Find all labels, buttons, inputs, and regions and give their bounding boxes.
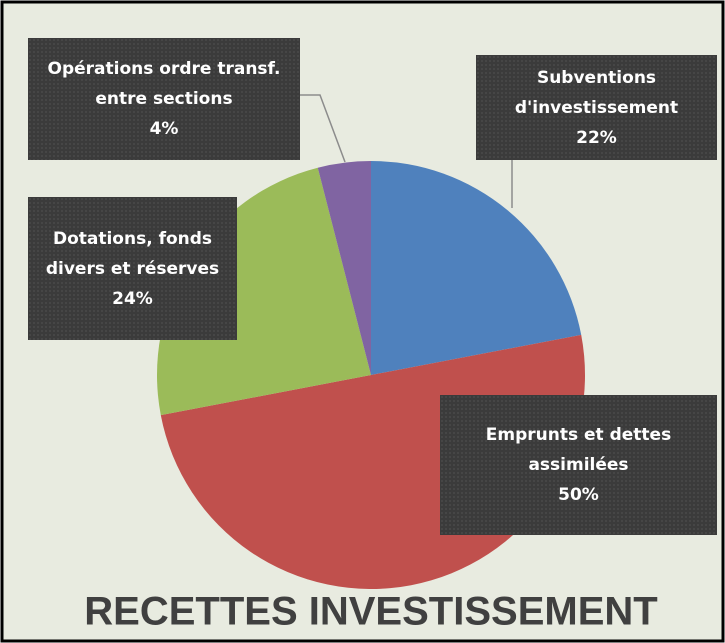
pie-slice: [317, 161, 371, 375]
label-name: Opérations ordre transf. entre sections: [47, 59, 281, 109]
label-value: 22%: [576, 127, 617, 148]
data-label: Dotations, fonds divers et réserves 24%: [28, 197, 237, 340]
data-label: Subventions d'investissement 22%: [476, 55, 717, 160]
pie-slice: [371, 161, 582, 375]
data-label: Emprunts et dettes assimilées 50%: [440, 395, 717, 535]
chart-title: RECETTES INVESTISSEMENT: [84, 590, 657, 634]
label-name: Subventions d'investissement: [514, 67, 679, 118]
label-name: Emprunts et dettes assimilées: [485, 425, 672, 475]
label-value: 4%: [149, 119, 179, 139]
label-value: 50%: [558, 485, 599, 505]
label-name: Dotations, fonds divers et réserves: [45, 228, 220, 279]
leader-line: [300, 94, 346, 163]
pie-slice: [156, 167, 371, 416]
label-value: 24%: [112, 288, 153, 309]
data-label: Opérations ordre transf. entre sections 4…: [28, 38, 300, 160]
